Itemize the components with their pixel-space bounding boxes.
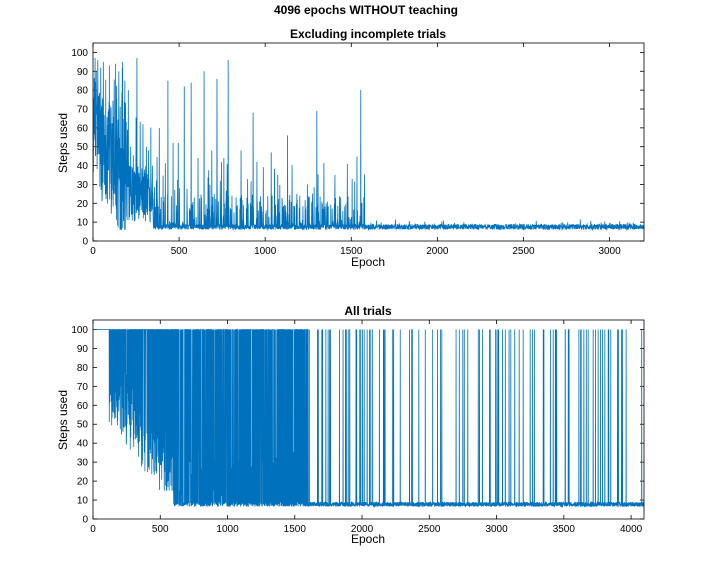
x-tick-label: 4000 — [620, 524, 643, 535]
y-tick-label: 90 — [77, 344, 89, 355]
bottom-chart-series-line — [93, 329, 644, 508]
top-chart-series-line — [93, 58, 644, 232]
x-tick-label: 500 — [171, 246, 188, 257]
bottom-chart-xlabel: Epoch — [351, 532, 385, 546]
bottom-chart-plot-area — [93, 329, 644, 508]
y-tick-label: 20 — [77, 477, 89, 488]
top-chart-title: Excluding incomplete trials — [290, 27, 446, 41]
bottom-chart-title: All trials — [344, 304, 392, 318]
y-tick-label: 100 — [71, 325, 88, 336]
bottom-chart-frame — [92, 319, 645, 520]
x-tick-label: 2500 — [512, 246, 535, 257]
y-tick-label: 50 — [77, 420, 89, 431]
x-tick-label: 1000 — [216, 524, 239, 535]
y-tick-label: 80 — [77, 363, 89, 374]
y-tick-label: 80 — [77, 86, 89, 97]
figure-title: 4096 epochs WITHOUT teaching — [274, 3, 458, 17]
x-tick-label: 0 — [90, 246, 96, 257]
y-tick-label: 90 — [77, 67, 89, 78]
top-chart-frame — [92, 42, 645, 242]
x-tick-label: 1500 — [340, 246, 363, 257]
y-tick-label: 60 — [77, 401, 89, 412]
y-tick-label: 30 — [77, 458, 89, 469]
y-tick-label: 0 — [82, 515, 88, 526]
y-tick-label: 0 — [82, 237, 88, 248]
y-tick-label: 40 — [77, 161, 89, 172]
bottom-chart-ylabel: Steps used — [56, 390, 70, 450]
y-tick-label: 100 — [71, 48, 88, 59]
y-tick-label: 20 — [77, 199, 89, 210]
bottom-chart-ticks: 0 500 1000 1500 2000 2500 3000 3500 4000 0 10 20 30 4… — [71, 320, 644, 535]
x-tick-label: 500 — [152, 524, 169, 535]
top-chart-xlabel: Epoch — [351, 255, 385, 269]
x-tick-label: 2000 — [426, 246, 449, 257]
top-chart-ticks: 0 500 1000 1500 2000 2500 3000 0 10 20 30 40 50 60 70 8… — [71, 43, 644, 257]
top-chart: Excluding incomplete trials Epoch Steps … — [56, 27, 645, 269]
y-tick-label: 70 — [77, 105, 89, 116]
x-tick-label: 2500 — [418, 524, 441, 535]
bottom-chart: All trials Epoch Steps used 0 500 1000 1500… — [56, 304, 645, 546]
top-chart-plot-area — [93, 58, 644, 232]
x-tick-label: 3500 — [553, 524, 576, 535]
y-tick-label: 30 — [77, 180, 89, 191]
x-tick-label: 3000 — [598, 246, 621, 257]
x-tick-label: 3000 — [485, 524, 508, 535]
y-tick-label: 10 — [77, 218, 89, 229]
x-tick-label: 1000 — [254, 246, 277, 257]
x-tick-label: 2000 — [351, 524, 374, 535]
y-tick-label: 50 — [77, 142, 89, 153]
y-tick-label: 40 — [77, 439, 89, 450]
top-chart-ylabel: Steps used — [56, 113, 70, 173]
y-tick-label: 10 — [77, 496, 89, 507]
x-tick-label: 0 — [90, 524, 96, 535]
y-tick-label: 60 — [77, 123, 89, 134]
y-tick-label: 70 — [77, 382, 89, 393]
x-tick-label: 1500 — [284, 524, 307, 535]
